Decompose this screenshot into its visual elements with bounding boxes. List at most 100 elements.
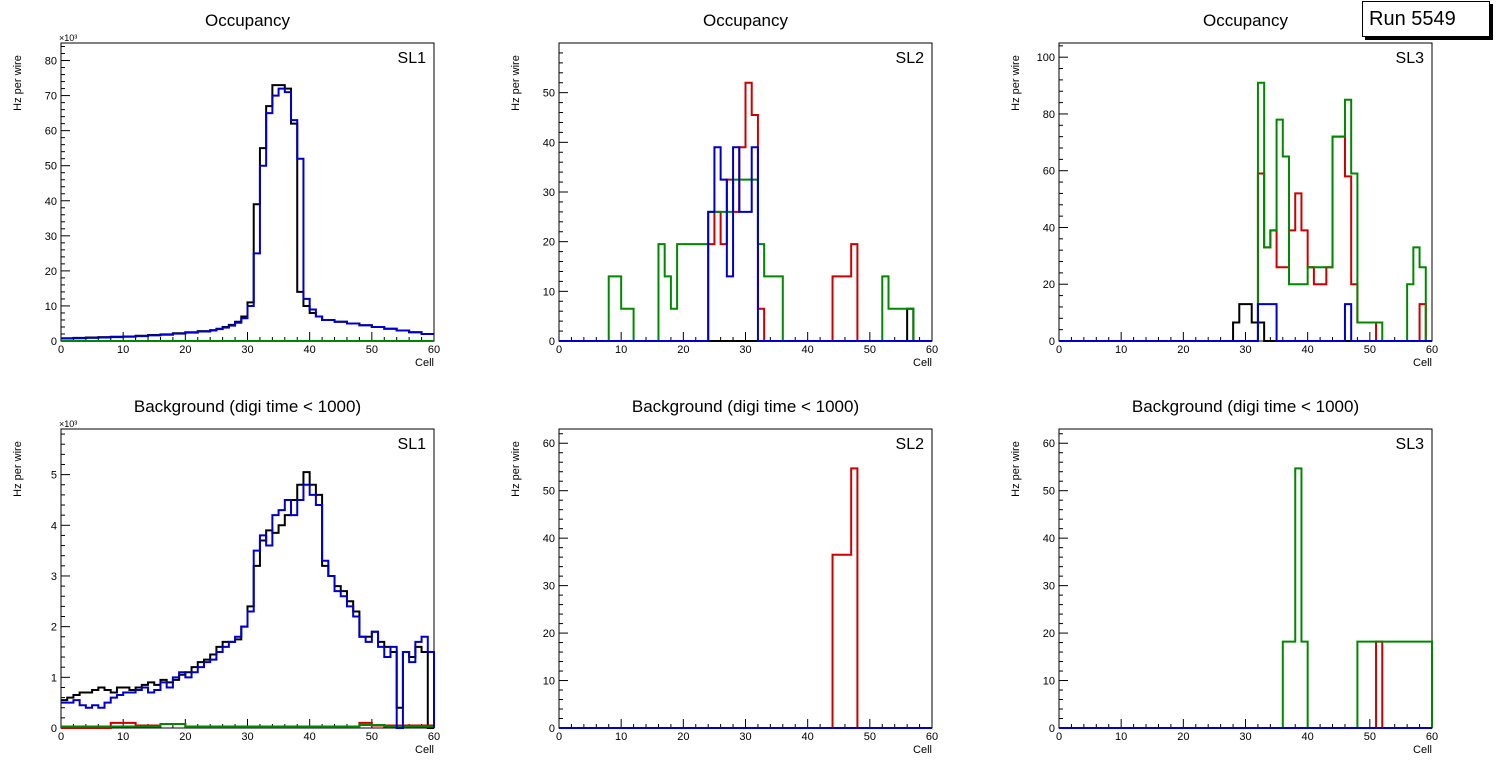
series-l4-line <box>61 483 435 729</box>
x-tick-label: 30 <box>739 344 751 356</box>
x-tick-label: 20 <box>179 344 191 356</box>
y-tick-label: 50 <box>543 486 555 498</box>
chart-panel-4: Background (digi time < 1000)0 10 20 30 40 50… <box>12 397 440 756</box>
x-tick-label: 30 <box>241 731 253 743</box>
series-l3-line <box>61 722 434 728</box>
y-tick-label: 80 <box>45 56 57 68</box>
y-axis-label: Hz per wire <box>1010 55 1022 111</box>
x-tick-label: 20 <box>1177 731 1189 743</box>
series-l4-line <box>559 146 932 342</box>
x-tick-label: 40 <box>304 731 316 743</box>
x-tick-label: 40 <box>802 731 814 743</box>
y-axis-label: Hz per wire <box>12 55 24 111</box>
x-tick-label: 60 <box>926 731 938 743</box>
y-tick-label: 100 <box>1037 52 1055 64</box>
x-tick-label: 40 <box>1302 344 1314 356</box>
x-tick-label: 40 <box>304 344 316 356</box>
chart-title: Background (digi time < 1000) <box>134 397 361 416</box>
series-l3-line <box>559 178 932 342</box>
x-axis-label: Cell <box>1413 357 1432 369</box>
y-tick-label: 30 <box>45 231 57 243</box>
x-tick-label: 30 <box>241 344 253 356</box>
series-l3-line <box>1059 467 1433 729</box>
y-tick-label: 10 <box>543 676 555 688</box>
x-tick-label: 10 <box>117 344 129 356</box>
x-tick-label: 50 <box>864 344 876 356</box>
y-axis-label: Hz per wire <box>510 441 522 497</box>
y-tick-label: 1 <box>51 672 57 684</box>
y-tick-label: 40 <box>1043 222 1055 234</box>
x-tick-label: 60 <box>428 731 440 743</box>
x-axis-label: Cell <box>913 357 932 369</box>
x-tick-label: 50 <box>366 344 378 356</box>
chart-panel-6: Background (digi time < 1000) 0 10 20 30 40 50… <box>1010 397 1438 756</box>
y-axis-exponent: ×10³ <box>59 33 77 43</box>
y-tick-label: 20 <box>1043 279 1055 291</box>
x-tick-label: 20 <box>179 731 191 743</box>
x-tick-label: 40 <box>1302 731 1314 743</box>
x-tick-label: 0 <box>58 731 64 743</box>
x-tick-label: 10 <box>1115 731 1127 743</box>
y-tick-label: 40 <box>543 137 555 149</box>
x-tick-label: 0 <box>58 344 64 356</box>
x-tick-label: 0 <box>556 344 562 356</box>
x-axis-label: Cell <box>415 357 434 369</box>
plot-frame <box>1058 42 1433 342</box>
chart-title: Occupancy <box>1203 11 1289 30</box>
y-tick-label: 10 <box>543 286 555 298</box>
plot-frame <box>558 428 933 729</box>
x-axis-label: Cell <box>1413 744 1432 756</box>
x-tick-label: 0 <box>556 731 562 743</box>
x-tick-label: 60 <box>926 344 938 356</box>
x-tick-label: 0 <box>1056 731 1062 743</box>
x-tick-label: 50 <box>366 731 378 743</box>
chart-title: Occupancy <box>703 11 789 30</box>
chart-title: Background (digi time < 1000) <box>632 397 859 416</box>
y-tick-label: 30 <box>1043 581 1055 593</box>
series-l1-line <box>1059 303 1432 342</box>
y-axis-label: Hz per wire <box>1010 441 1022 497</box>
y-tick-label: 0 <box>51 723 57 735</box>
y-tick-label: 40 <box>1043 533 1055 545</box>
y-axis-label: Hz per wire <box>510 55 522 111</box>
x-tick-label: 20 <box>677 731 689 743</box>
superlayer-label: SL1 <box>398 50 427 67</box>
x-tick-label: 10 <box>615 344 627 356</box>
y-tick-label: 2 <box>51 622 57 634</box>
series-l4-line <box>1059 303 1432 342</box>
chart-panel-1: Occupancy 0 10 20 30 40 50 60 0 10 20 30 40 50 60 70 80 C… <box>12 11 440 369</box>
x-tick-label: 50 <box>1364 731 1376 743</box>
x-tick-label: 20 <box>1177 344 1189 356</box>
x-tick-label: 50 <box>864 731 876 743</box>
x-tick-label: 30 <box>739 731 751 743</box>
chart-panel-2: Occupancy 0 10 20 30 40 50 60 0 10 20 30 40 50 Cell Hz … <box>510 11 938 369</box>
y-tick-label: 3 <box>51 571 57 583</box>
series-l3-line <box>1059 81 1432 342</box>
series-l1-line <box>61 84 434 340</box>
y-tick-label: 5 <box>51 470 57 482</box>
y-tick-label: 60 <box>45 126 57 138</box>
superlayer-label: SL3 <box>1396 436 1425 453</box>
x-tick-label: 20 <box>677 344 689 356</box>
y-tick-label: 4 <box>51 520 57 532</box>
x-tick-label: 10 <box>117 731 129 743</box>
superlayer-label: SL2 <box>896 436 925 453</box>
plot-frame <box>60 42 435 342</box>
x-tick-label: 30 <box>1239 731 1251 743</box>
x-tick-label: 60 <box>1426 731 1438 743</box>
y-axis-label: Hz per wire <box>12 441 24 497</box>
y-tick-label: 60 <box>1043 166 1055 178</box>
y-tick-label: 10 <box>1043 676 1055 688</box>
x-tick-label: 0 <box>1056 344 1062 356</box>
chart-title: Occupancy <box>205 11 291 30</box>
y-tick-label: 50 <box>1043 486 1055 498</box>
superlayer-label: SL1 <box>398 436 427 453</box>
y-tick-label: 70 <box>45 91 57 103</box>
plot-frame <box>60 428 435 729</box>
y-tick-label: 30 <box>543 187 555 199</box>
y-tick-label: 20 <box>543 237 555 249</box>
x-tick-label: 30 <box>1239 344 1251 356</box>
y-tick-label: 50 <box>543 88 555 100</box>
x-axis-label: Cell <box>415 744 434 756</box>
